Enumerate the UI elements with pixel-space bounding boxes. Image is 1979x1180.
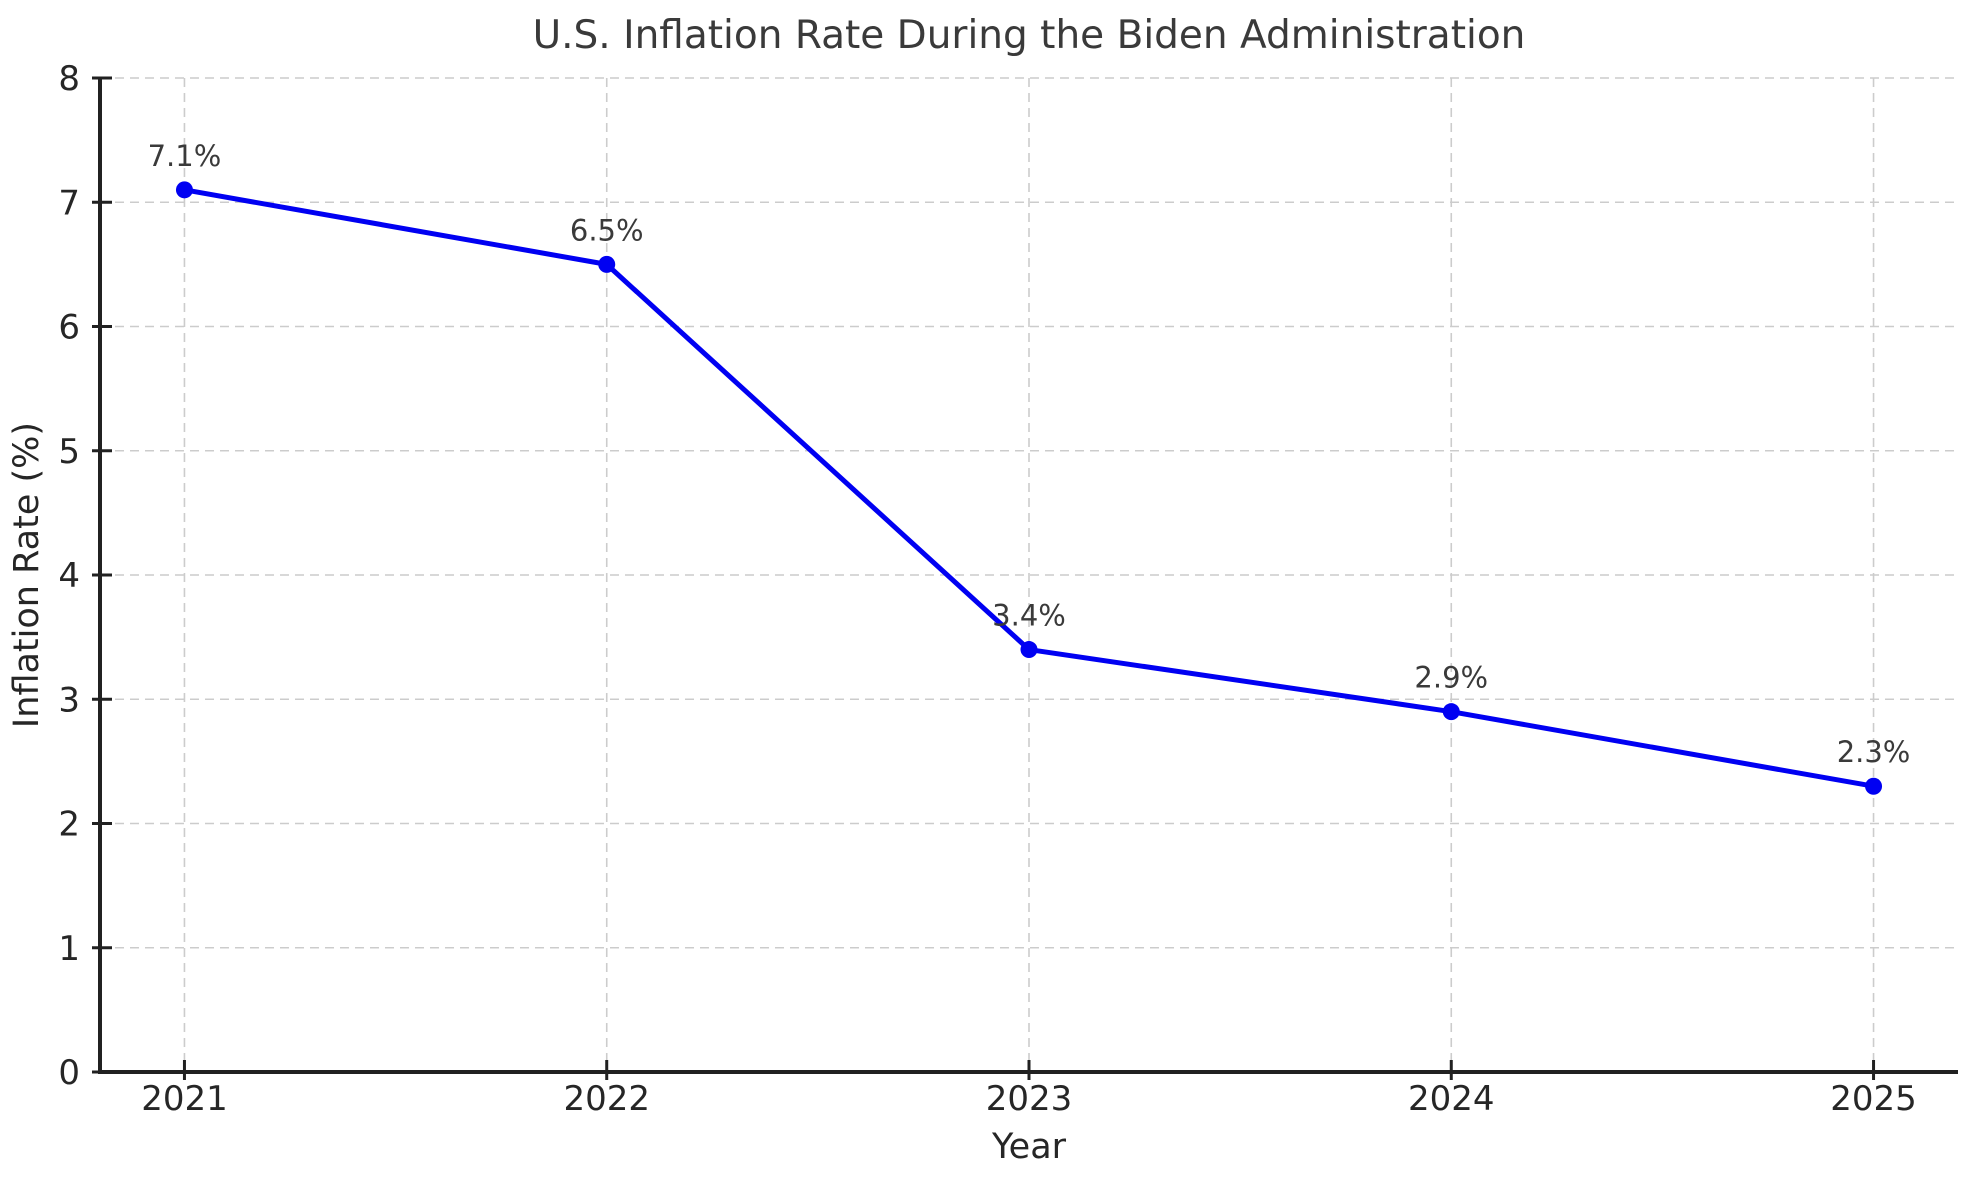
y-tick-label: 5: [58, 432, 80, 472]
y-tick-label: 4: [58, 556, 80, 596]
x-tick-label: 2022: [563, 1079, 650, 1119]
series-layer: 7.1% 6.5% 3.4% 2.9% 2.3%: [148, 139, 1911, 795]
y-tick-label: 1: [58, 929, 80, 969]
y-tick-label: 7: [58, 183, 80, 223]
data-point-label: 2.3%: [1837, 735, 1911, 769]
x-tick-label: 2023: [986, 1079, 1073, 1119]
data-point-label: 7.1%: [148, 139, 222, 173]
y-tick-label: 8: [58, 59, 80, 99]
x-axis-label: Year: [991, 1127, 1067, 1167]
y-tick-label: 3: [58, 680, 80, 720]
axis-layer: 2021 2022 2023 2024 2025 0 1 2 3 4 5 6 7 8: [58, 59, 1958, 1119]
data-point-marker: [1020, 641, 1038, 659]
y-tick-label: 2: [58, 805, 80, 845]
y-tick-label: 6: [58, 308, 80, 348]
grid-layer: [100, 77, 1958, 1073]
data-point-marker: [1442, 703, 1460, 721]
data-point-label: 2.9%: [1414, 661, 1488, 695]
y-axis-label: Inflation Rate (%): [7, 422, 47, 728]
x-tick-label: 2021: [141, 1079, 228, 1119]
data-point-label: 6.5%: [570, 213, 644, 247]
data-point-marker: [598, 255, 616, 273]
data-point-marker: [175, 181, 193, 199]
x-tick-label: 2025: [1830, 1079, 1917, 1119]
y-tick-label: 0: [58, 1053, 80, 1093]
data-point-label: 3.4%: [992, 599, 1066, 633]
chart-title: U.S. Inflation Rate During the Biden Adm…: [533, 13, 1526, 58]
x-tick-label: 2024: [1408, 1079, 1495, 1119]
data-point-marker: [1865, 777, 1883, 795]
